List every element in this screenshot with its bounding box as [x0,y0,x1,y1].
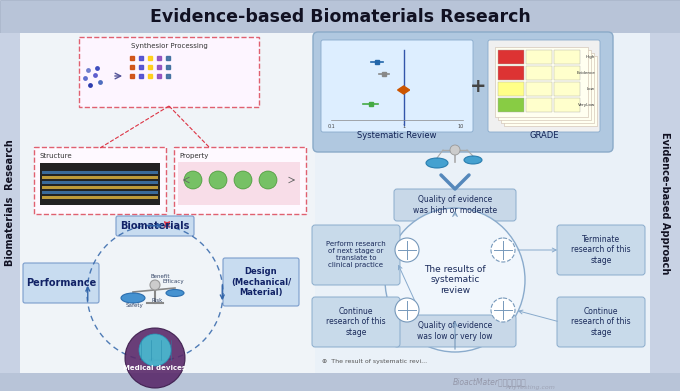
FancyBboxPatch shape [42,181,158,184]
Text: Evidence: Evidence [576,71,595,75]
Circle shape [450,145,460,155]
Circle shape [395,238,419,262]
Text: Biomaterials  Research: Biomaterials Research [5,140,15,266]
Text: Perform research
of next stage or
translate to
clinical practice: Perform research of next stage or transl… [326,242,386,269]
Text: Medical devices: Medical devices [124,365,186,371]
Circle shape [491,238,515,262]
Text: 0.1: 0.1 [327,124,335,129]
Text: 1: 1 [403,124,406,129]
Text: High: High [585,55,595,59]
Circle shape [139,334,171,366]
FancyBboxPatch shape [498,50,591,120]
Text: Property: Property [179,153,208,159]
Text: ⊕  The result of systematic revi...: ⊕ The result of systematic revi... [322,359,427,364]
FancyBboxPatch shape [488,40,600,132]
Text: VeryLow: VeryLow [578,103,595,107]
FancyBboxPatch shape [554,66,580,80]
Text: Structure: Structure [39,153,71,159]
Text: Continue
research of this
stage: Continue research of this stage [571,307,631,337]
FancyBboxPatch shape [0,373,680,391]
FancyBboxPatch shape [557,225,645,275]
FancyBboxPatch shape [554,98,580,112]
Text: Risk: Risk [152,298,163,303]
Circle shape [491,298,515,322]
Text: Design
(Mechanical/
Material): Design (Mechanical/ Material) [231,267,291,297]
FancyBboxPatch shape [0,33,20,373]
FancyBboxPatch shape [0,0,680,33]
Circle shape [209,171,227,189]
FancyBboxPatch shape [498,50,524,64]
Polygon shape [398,86,409,94]
Text: +: + [470,77,486,95]
Text: Efficacy: Efficacy [163,280,184,285]
FancyBboxPatch shape [42,171,158,174]
Text: Systematic Review: Systematic Review [357,131,437,140]
Circle shape [234,171,252,189]
FancyBboxPatch shape [504,56,597,126]
FancyBboxPatch shape [495,47,588,117]
FancyBboxPatch shape [116,216,194,236]
FancyBboxPatch shape [557,297,645,347]
Text: 10: 10 [458,124,464,129]
FancyBboxPatch shape [501,53,594,123]
Circle shape [395,298,419,322]
Text: Evidence-based Biomaterials Research: Evidence-based Biomaterials Research [150,7,530,25]
FancyBboxPatch shape [42,186,158,189]
FancyBboxPatch shape [394,189,516,221]
FancyBboxPatch shape [312,225,400,285]
FancyBboxPatch shape [20,33,315,373]
FancyBboxPatch shape [554,82,580,96]
FancyBboxPatch shape [526,50,552,64]
Circle shape [125,328,185,388]
Text: Quality of evidence
was low or very low: Quality of evidence was low or very low [418,321,493,341]
FancyBboxPatch shape [526,66,552,80]
Text: Low: Low [587,87,595,91]
FancyBboxPatch shape [313,32,613,152]
Text: BioactMater生物活性材料: BioactMater生物活性材料 [453,377,527,386]
FancyBboxPatch shape [42,196,158,199]
FancyBboxPatch shape [174,147,306,214]
FancyBboxPatch shape [321,40,473,132]
FancyBboxPatch shape [42,191,158,194]
Text: GRADE: GRADE [529,131,559,140]
Ellipse shape [464,156,482,164]
FancyBboxPatch shape [42,176,158,179]
FancyBboxPatch shape [23,263,99,303]
Text: Biomaterials: Biomaterials [120,221,190,231]
Circle shape [150,280,160,290]
Ellipse shape [121,293,145,303]
FancyBboxPatch shape [312,297,400,347]
FancyBboxPatch shape [79,37,259,107]
Text: Benefit: Benefit [150,274,170,280]
Text: The results of
systematic
review: The results of systematic review [424,265,486,295]
FancyBboxPatch shape [40,163,160,205]
Text: Evidence-based Approach: Evidence-based Approach [660,132,670,274]
Circle shape [259,171,277,189]
Text: Quality of evidence
was high or moderate: Quality of evidence was high or moderate [413,195,497,215]
Text: Synthesior Processing: Synthesior Processing [131,43,207,49]
Text: Continue
research of this
stage: Continue research of this stage [326,307,386,337]
Text: Performance: Performance [26,278,96,288]
FancyBboxPatch shape [223,258,299,306]
Text: Safety: Safety [126,303,144,307]
FancyBboxPatch shape [394,315,516,347]
Ellipse shape [166,289,184,296]
FancyBboxPatch shape [498,82,524,96]
FancyBboxPatch shape [554,50,580,64]
Ellipse shape [385,208,525,352]
Ellipse shape [426,158,448,168]
FancyBboxPatch shape [315,33,650,373]
FancyBboxPatch shape [498,66,524,80]
FancyBboxPatch shape [34,147,166,214]
Text: Terminate
research of this
stage: Terminate research of this stage [571,235,631,265]
FancyBboxPatch shape [178,162,300,205]
Text: AnyTesting.com: AnyTesting.com [505,384,555,389]
FancyBboxPatch shape [650,33,680,373]
FancyBboxPatch shape [526,82,552,96]
FancyBboxPatch shape [498,98,524,112]
Circle shape [184,171,202,189]
FancyBboxPatch shape [526,98,552,112]
